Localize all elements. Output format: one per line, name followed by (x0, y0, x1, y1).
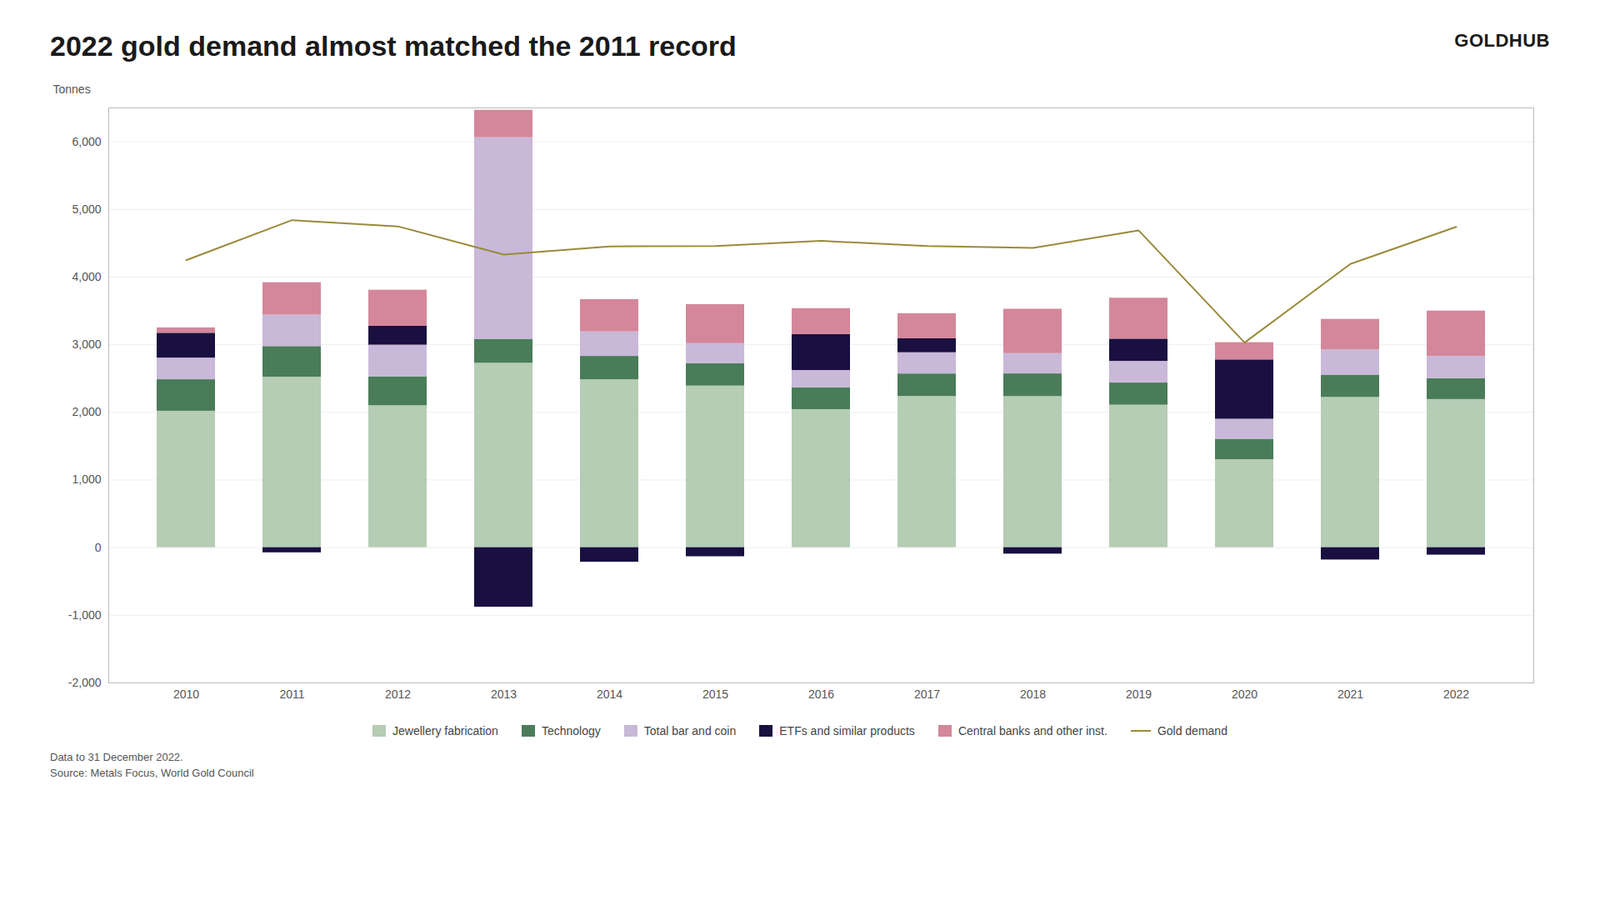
svg-text:2014: 2014 (596, 687, 623, 701)
html-text:Total bar and coin: Total bar and coin (643, 724, 737, 738)
svg-text:6,000: 6,000 (71, 135, 101, 149)
svg-text:2022: 2022 (1443, 687, 1470, 701)
html-text:ETFs and similar products: ETFs and similar products (779, 724, 915, 738)
html-text:Central banks and other inst.: Central banks and other inst. (958, 724, 1108, 738)
svg-text:3,000: 3,000 (71, 337, 101, 351)
svg-text:2016: 2016 (808, 687, 835, 701)
html-text:Data to 31 December 2022.: Data to 31 December 2022. (50, 750, 184, 764)
svg-text:2010: 2010 (173, 687, 200, 701)
svg-text:2018: 2018 (1020, 687, 1046, 701)
svg-text:2,000: 2,000 (71, 405, 101, 419)
svg-text:2017: 2017 (914, 687, 940, 701)
svg-text:0: 0 (95, 540, 102, 555)
svg-text:2013: 2013 (490, 687, 517, 701)
svg-text:2015: 2015 (702, 687, 729, 701)
svg-text:2021: 2021 (1337, 687, 1364, 701)
html-text:GOLDHUB: GOLDHUB (1454, 30, 1550, 51)
svg-text:-2,000: -2,000 (68, 675, 102, 690)
html-text:2022 gold demand almost matche: 2022 gold demand almost matched the 2011… (50, 30, 737, 62)
svg-text:5,000: 5,000 (71, 202, 101, 216)
svg-text:1,000: 1,000 (71, 472, 101, 486)
svg-text:2012: 2012 (385, 687, 411, 701)
svg-text:Tonnes: Tonnes (53, 82, 91, 96)
svg-text:4,000: 4,000 (71, 270, 101, 284)
svg-text:-1,000: -1,000 (68, 608, 102, 622)
html-text:Jewellery fabrication: Jewellery fabrication (392, 724, 499, 738)
html-text:Technology: Technology (541, 724, 601, 738)
html-text:Gold demand: Gold demand (1157, 724, 1228, 738)
svg-text:2020: 2020 (1231, 687, 1258, 701)
html-text:Source: Metals Focus, World Go: Source: Metals Focus, World Gold Council (50, 766, 254, 780)
svg-text:2019: 2019 (1125, 687, 1152, 701)
svg-text:2011: 2011 (279, 687, 305, 701)
